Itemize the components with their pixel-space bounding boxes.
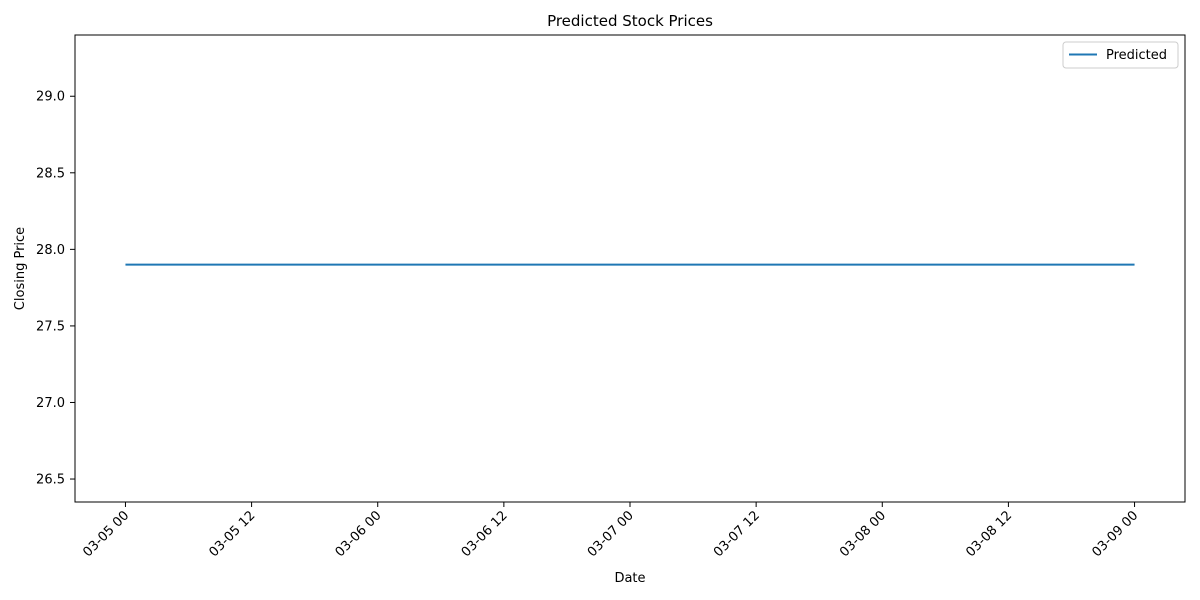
y-axis-label: Closing Price [13,227,28,310]
x-tick-label: 03-08 00 [837,508,889,560]
x-tick-label: 03-05 00 [80,508,132,560]
x-axis-label: Date [614,571,645,586]
x-tick-label: 03-07 12 [711,508,763,560]
x-tick-label: 03-05 12 [206,508,258,560]
x-tick-label: 03-06 12 [459,508,511,560]
legend: Predicted [1062,41,1179,69]
plot-area-frame [74,34,1186,503]
y-tick-label: 28.5 [36,166,65,181]
x-tick-label: 03-06 00 [333,508,385,560]
y-tick-label: 27.0 [36,396,65,411]
y-tick-label: 27.5 [36,319,65,334]
x-tick-label: 03-07 00 [585,508,637,560]
y-tick-label: 29.0 [36,90,65,105]
chart-title: Predicted Stock Prices [547,12,713,30]
x-tick-label: 03-09 00 [1089,508,1141,560]
legend-label-predicted: Predicted [1106,48,1167,63]
x-axis-ticks: 03-05 00 03-05 12 03-06 00 03-06 12 03-07 00… [80,502,1141,560]
y-axis-ticks: 26.5 27.0 27.5 28.0 28.5 29.0 [36,90,75,488]
x-tick-label: 03-08 12 [963,508,1015,560]
y-tick-label: 28.0 [36,243,65,258]
y-tick-label: 26.5 [36,473,65,488]
legend-box [1062,41,1179,69]
